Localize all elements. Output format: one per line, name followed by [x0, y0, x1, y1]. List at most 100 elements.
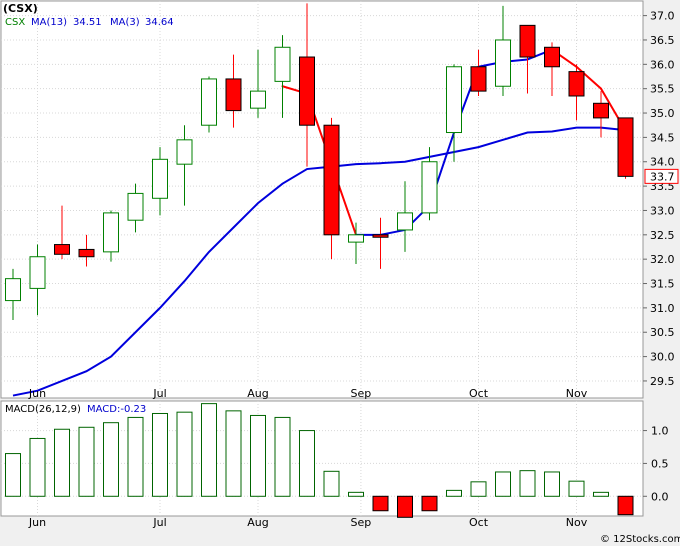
price-tick-label: 37.0 [650, 10, 675, 23]
candle [495, 5, 511, 96]
macd-x-label: Sep [351, 516, 372, 529]
macd-x-label: Jul [152, 516, 166, 529]
last-price-box [644, 168, 679, 184]
price-tick-label: 34.5 [650, 131, 675, 144]
macd-bar [299, 430, 315, 497]
macd-histogram [5, 403, 634, 518]
candle [446, 64, 462, 162]
price-tick-label: 31.5 [650, 278, 675, 291]
macd-bar [519, 470, 536, 497]
candle [54, 205, 70, 260]
ma3-segment [379, 228, 406, 236]
price-x-label: Nov [566, 387, 588, 400]
candle [544, 42, 560, 96]
candle [568, 64, 585, 121]
candle-body-up [103, 212, 119, 253]
candle [323, 117, 340, 260]
macd-x-axis: Jun Jul Aug Sep Oct Nov [28, 516, 588, 529]
candle-body-up [201, 78, 217, 126]
candle-body-down [372, 234, 389, 238]
legend-ma13-label: MA(13) [31, 17, 67, 28]
macd-bar [421, 495, 438, 512]
macd-bar [78, 426, 95, 497]
candle-body-up [348, 234, 364, 243]
macd-bar [446, 489, 462, 497]
price-tick-label: 36.0 [650, 58, 675, 71]
price-tick-label: 30.5 [650, 326, 675, 339]
price-x-label: Oct [469, 387, 489, 400]
macd-bar [372, 495, 389, 512]
candle [250, 49, 266, 118]
chart-title: (CSX) [3, 2, 38, 15]
candle [5, 268, 21, 321]
price-tick-label: 31.0 [650, 302, 675, 315]
price-x-label: Aug [247, 387, 268, 400]
price-x-label: Sep [351, 387, 372, 400]
price-x-axis: Jun Jul Aug Sep Oct Nov [28, 387, 588, 400]
candle-body-up [176, 139, 193, 165]
macd-bar [201, 403, 217, 497]
candle-body-down [78, 248, 95, 258]
legend-ma13-value: 34.51 [73, 17, 102, 28]
candle-body-down [568, 71, 585, 97]
candle [593, 91, 609, 138]
macd-bar [397, 495, 413, 518]
macd-tick-label: 0.0 [651, 490, 669, 503]
ma13-polyline [12, 126, 626, 397]
ma13-line [12, 126, 626, 397]
candle [470, 49, 487, 96]
price-gridlines [1, 15, 643, 382]
candle [78, 234, 95, 267]
macd-bar [568, 480, 585, 497]
candle [397, 181, 413, 252]
macd-legend: MACD(26,12,9) MACD:-0.23 [5, 404, 146, 415]
macd-y-axis: 0.0 0.5 1.0 [643, 425, 669, 503]
macd-x-label: Aug [247, 516, 268, 529]
last-price-label: 33.7 [650, 170, 675, 183]
macd-bar [127, 416, 144, 497]
candle-body-down [617, 117, 634, 177]
macd-bar [29, 437, 46, 497]
candle-body-up [250, 90, 266, 109]
macd-bar [323, 470, 340, 497]
candle-body-up [152, 158, 168, 199]
candle-body-down [544, 46, 560, 68]
price-tick-label: 35.5 [650, 83, 675, 96]
candle-body-up [446, 66, 462, 134]
price-tick-label: 35.0 [650, 107, 675, 120]
footer-credit: © 12Stocks.com [600, 534, 680, 545]
macd-bar [176, 411, 193, 497]
macd-bar [225, 410, 242, 497]
macd-bar [495, 471, 511, 497]
legend-symbol: CSX [5, 17, 25, 28]
candle-body-down [470, 66, 487, 92]
price-x-label: Jul [152, 387, 166, 400]
candle-body-up [5, 278, 21, 302]
legend-macd-params: MACD(26,12,9) [5, 404, 81, 415]
price-tick-label: 32.0 [650, 253, 675, 266]
candle-body-up [421, 161, 438, 214]
macd-bar [152, 412, 168, 497]
candle [29, 244, 46, 316]
candle-body-down [519, 24, 536, 58]
macd-bar [348, 491, 364, 497]
candle-body-up [397, 212, 413, 231]
macd-x-label: Oct [469, 516, 489, 529]
candle [421, 147, 438, 221]
price-x-label: Jun [28, 387, 46, 400]
candle [176, 125, 193, 206]
candle [127, 183, 144, 233]
price-legend: CSX MA(13) 34.51 MA(3) 34.64 [5, 17, 174, 28]
candle-body-up [495, 39, 511, 87]
legend-ma3-value: 34.64 [145, 17, 174, 28]
candle-body-up [29, 256, 46, 289]
legend-ma3-label: MA(3) [110, 17, 140, 28]
candlesticks [5, 3, 634, 321]
macd-tick-label: 1.0 [651, 425, 669, 438]
macd-bar [544, 471, 560, 497]
candle-body-down [299, 56, 315, 126]
candle [519, 24, 536, 94]
candle [299, 3, 315, 167]
candle [201, 76, 217, 133]
